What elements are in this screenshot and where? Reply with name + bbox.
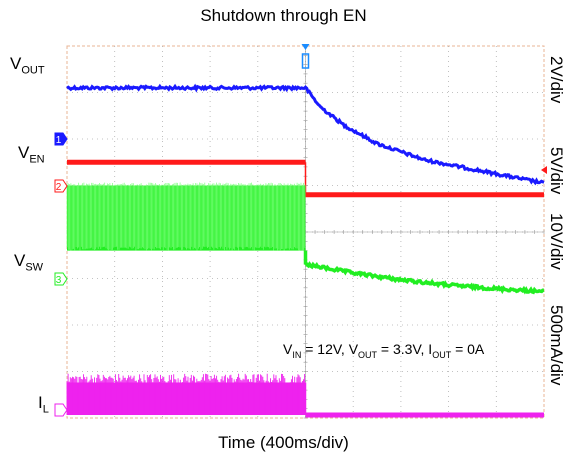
marker-ch4 [54, 403, 68, 417]
chart-title: Shutdown through EN [200, 6, 367, 25]
marker-ch1: 1 [54, 132, 68, 146]
x-axis-label: Time (400ms/div) [218, 433, 349, 452]
test-condition-annotation: VIN = 12V, VOUT = 3.3V, IOUT = 0A [283, 341, 485, 360]
marker-ch4-shape [54, 403, 68, 417]
trigger-level-marker [541, 166, 547, 174]
trace-vsw-switching-noise [66, 182, 306, 251]
marker-ch2-text: 2 [56, 182, 62, 193]
trigger-position-marker [301, 44, 310, 50]
marker-ch3-text: 3 [56, 275, 62, 286]
scale-ven: 5V/div [547, 147, 566, 195]
scale-vsw: 10V/div [547, 213, 566, 270]
label-vsw: VSW [14, 251, 44, 274]
channel-markers: 1 2 3 [54, 44, 547, 417]
marker-ch3: 3 [54, 272, 68, 286]
marker-ch2-shape [54, 179, 68, 193]
trigger-point-marker [301, 53, 310, 69]
marker-ch1-shape [54, 132, 68, 146]
scale-il: 500mA/div [547, 305, 566, 386]
label-ven: VEN [18, 143, 45, 166]
marker-ch2: 2 [54, 179, 68, 193]
trace-il-ripple-noise [66, 373, 306, 415]
scale-vout: 2V/div [547, 56, 566, 104]
plot-traces [66, 83, 545, 418]
trace-vout [66, 83, 545, 186]
label-il: IL [38, 393, 49, 416]
label-vout: VOUT [10, 54, 45, 77]
marker-ch1-text: 1 [56, 135, 62, 146]
trace-vsw-decay [303, 250, 545, 295]
marker-ch3-shape [54, 272, 68, 286]
